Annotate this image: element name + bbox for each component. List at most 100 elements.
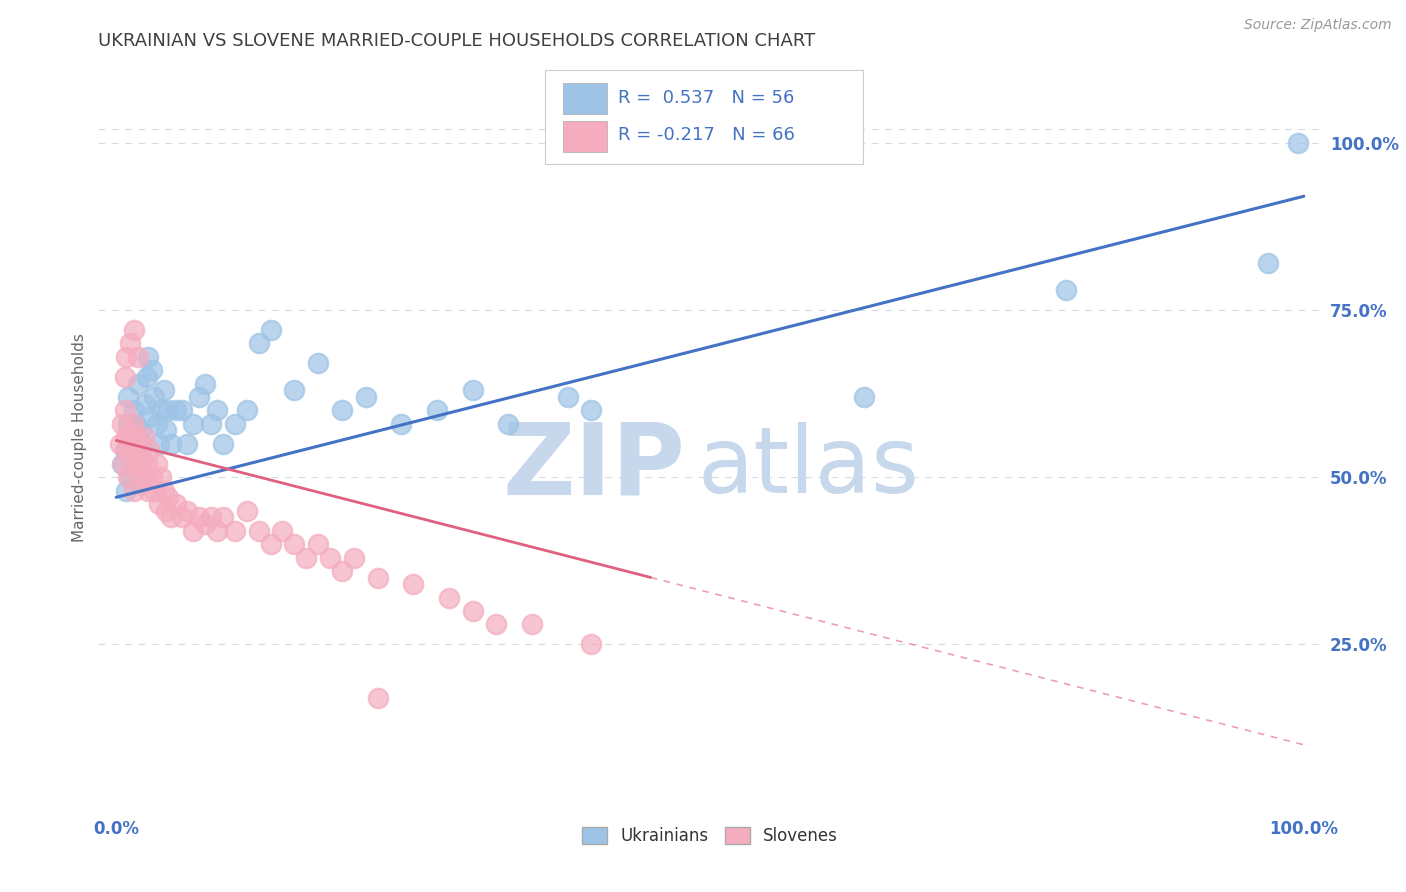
Point bbox=[108, 436, 131, 450]
Point bbox=[247, 336, 270, 351]
Point bbox=[112, 457, 135, 471]
Point bbox=[134, 396, 156, 410]
Point bbox=[343, 550, 366, 565]
Point bbox=[135, 470, 157, 484]
Point bbox=[132, 430, 155, 444]
Point bbox=[124, 457, 146, 471]
Point bbox=[152, 483, 174, 498]
Point bbox=[581, 403, 603, 417]
Point bbox=[330, 403, 353, 417]
Text: UKRAINIAN VS SLOVENE MARRIED-COUPLE HOUSEHOLDS CORRELATION CHART: UKRAINIAN VS SLOVENE MARRIED-COUPLE HOUS… bbox=[98, 32, 815, 50]
Point bbox=[129, 443, 152, 458]
Point bbox=[141, 470, 163, 484]
Point bbox=[120, 470, 142, 484]
Point bbox=[121, 417, 143, 431]
FancyBboxPatch shape bbox=[546, 70, 863, 163]
Text: Source: ZipAtlas.com: Source: ZipAtlas.com bbox=[1244, 18, 1392, 32]
FancyBboxPatch shape bbox=[564, 83, 607, 114]
Point bbox=[128, 450, 150, 465]
Text: R =  0.537   N = 56: R = 0.537 N = 56 bbox=[619, 89, 794, 107]
Point bbox=[157, 491, 180, 505]
Point bbox=[402, 577, 425, 591]
Point bbox=[117, 417, 139, 431]
Point bbox=[461, 604, 484, 618]
Point bbox=[122, 483, 145, 498]
Point bbox=[120, 336, 142, 351]
Point bbox=[485, 617, 508, 632]
Point bbox=[117, 390, 139, 404]
Point bbox=[307, 537, 329, 551]
Point bbox=[319, 550, 342, 565]
Point bbox=[150, 470, 173, 484]
Point bbox=[148, 497, 170, 511]
Point bbox=[111, 417, 134, 431]
Point bbox=[145, 417, 167, 431]
Point bbox=[131, 457, 153, 471]
Point bbox=[224, 524, 246, 538]
Point bbox=[141, 363, 163, 377]
FancyBboxPatch shape bbox=[564, 121, 607, 153]
Point bbox=[212, 436, 235, 450]
Point bbox=[114, 369, 136, 384]
Point bbox=[247, 524, 270, 538]
Point bbox=[188, 390, 211, 404]
Point bbox=[224, 417, 246, 431]
Point bbox=[437, 591, 460, 605]
Point bbox=[366, 690, 388, 705]
Point bbox=[118, 424, 141, 438]
Point bbox=[122, 403, 145, 417]
Point bbox=[127, 350, 149, 364]
Point bbox=[131, 436, 153, 450]
Point bbox=[143, 483, 166, 498]
Point bbox=[205, 524, 228, 538]
Point bbox=[129, 470, 152, 484]
Point bbox=[121, 457, 143, 471]
Point bbox=[496, 417, 519, 431]
Point bbox=[129, 476, 152, 491]
Point bbox=[160, 510, 183, 524]
Point bbox=[136, 369, 159, 384]
Point bbox=[125, 417, 148, 431]
Point bbox=[111, 457, 134, 471]
Point bbox=[120, 436, 142, 450]
Point bbox=[128, 436, 150, 450]
Point bbox=[236, 403, 259, 417]
Point bbox=[283, 384, 305, 398]
Point bbox=[366, 571, 388, 585]
Point bbox=[114, 430, 136, 444]
Y-axis label: Married-couple Households: Married-couple Households bbox=[72, 333, 87, 541]
Text: R = -0.217   N = 66: R = -0.217 N = 66 bbox=[619, 126, 796, 145]
Point bbox=[259, 537, 281, 551]
Point bbox=[152, 384, 174, 398]
Point bbox=[581, 637, 603, 651]
Point bbox=[165, 403, 187, 417]
Point bbox=[194, 517, 217, 532]
Point bbox=[145, 457, 167, 471]
Point bbox=[295, 550, 318, 565]
Point bbox=[236, 503, 259, 517]
Point bbox=[170, 403, 193, 417]
Point bbox=[121, 430, 143, 444]
Point bbox=[183, 524, 205, 538]
Point bbox=[122, 436, 145, 450]
Point bbox=[136, 483, 159, 498]
Point bbox=[461, 384, 484, 398]
Point bbox=[155, 503, 177, 517]
Point bbox=[200, 510, 222, 524]
Point bbox=[194, 376, 217, 391]
Point bbox=[114, 403, 136, 417]
Point bbox=[170, 510, 193, 524]
Point bbox=[114, 350, 136, 364]
Point bbox=[125, 430, 148, 444]
Point bbox=[114, 483, 136, 498]
Point bbox=[188, 510, 211, 524]
Point bbox=[157, 403, 180, 417]
Point bbox=[1257, 256, 1279, 270]
Point bbox=[200, 417, 222, 431]
Point bbox=[354, 390, 377, 404]
Point bbox=[148, 436, 170, 450]
Point bbox=[853, 390, 876, 404]
Point bbox=[117, 470, 139, 484]
Point bbox=[176, 436, 198, 450]
Point bbox=[205, 403, 228, 417]
